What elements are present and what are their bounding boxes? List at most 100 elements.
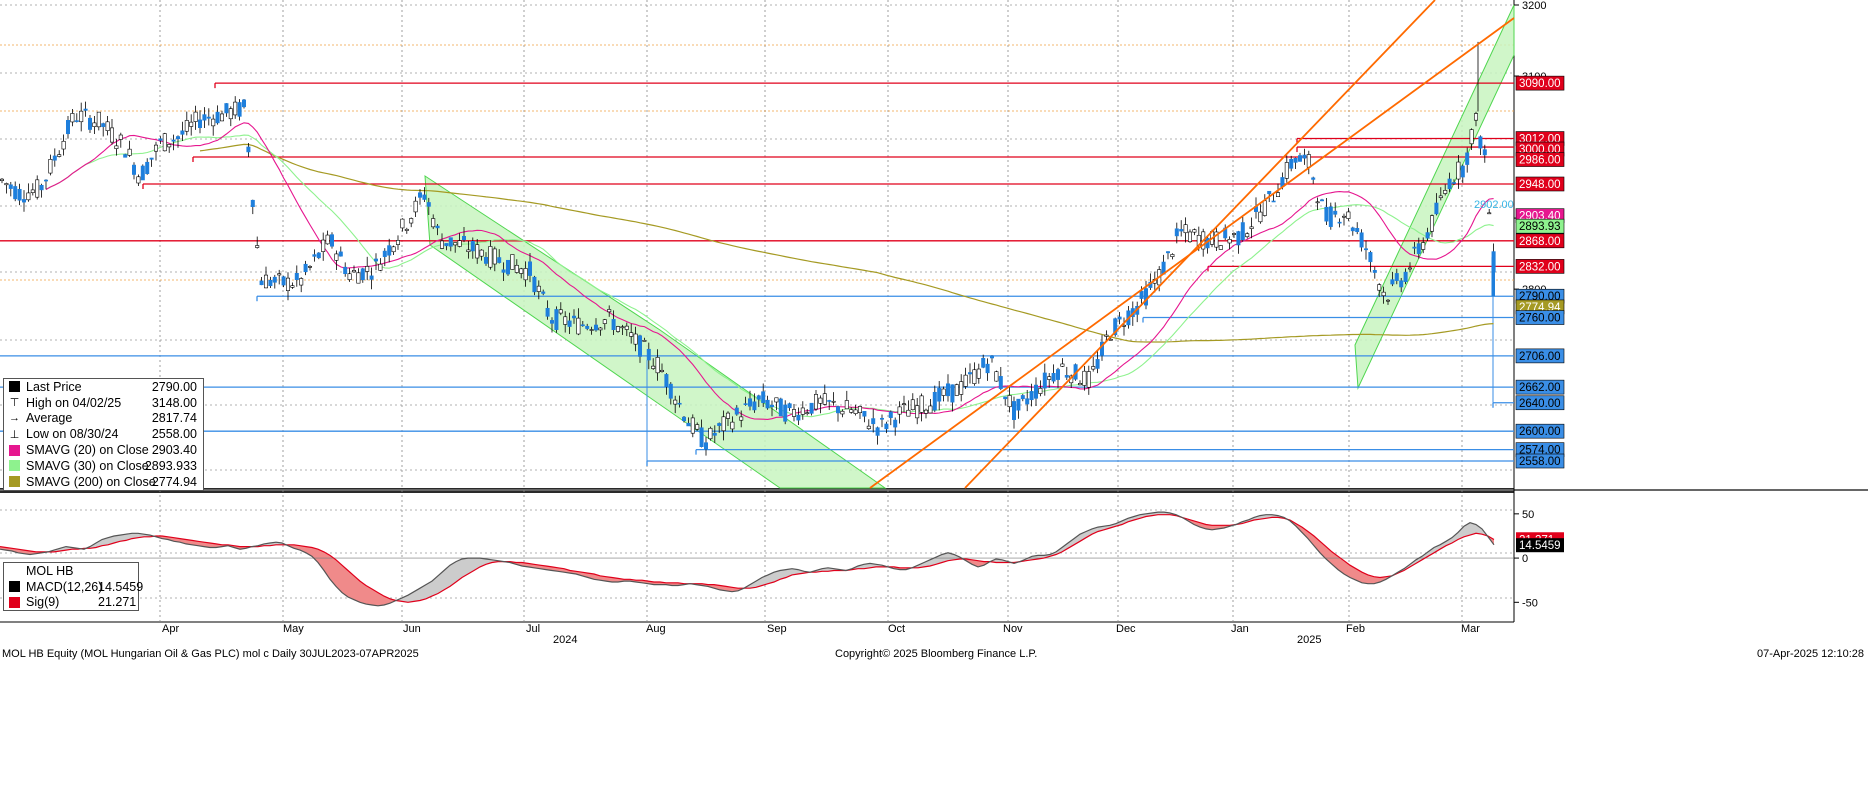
candle-body [1456,161,1461,180]
level-tag-text: 3090.00 [1519,78,1561,90]
candle-body [21,199,26,203]
candle-body [1034,384,1039,399]
candle-body [589,329,594,331]
candle-body [809,402,814,414]
legend-label: MACD(12,26) [26,579,103,594]
macd-fill [972,559,978,567]
candle-body [954,384,959,396]
candle-body [1425,232,1430,239]
candle-body [61,140,66,150]
candle-body [871,418,876,425]
candle-body [1258,211,1263,223]
panel-divider-line [0,489,1868,491]
candle-body [1007,395,1012,408]
candle-body [0,178,5,181]
legend-item: ⊥ Low on 08/30/24 2558.00 [4,426,203,442]
candle-body [1117,316,1122,320]
candle-body [1412,246,1417,249]
candle-body [123,154,128,158]
candle-body [145,161,150,174]
candle-body [1311,177,1316,180]
signal-line [0,514,1495,603]
candle-body [1302,154,1307,159]
candle-body [884,423,889,430]
candle-body [717,423,722,426]
candle-body [725,412,730,419]
macd-fill [858,564,864,569]
candle-body [1078,383,1083,386]
candle-body [1245,233,1250,238]
x-month-label: Sep [767,623,787,635]
candle-body [1166,251,1171,254]
legend-value: 3148.00 [151,395,197,410]
candle-body [915,405,920,419]
candle-body [937,387,942,402]
candle-body [1403,271,1408,282]
candle-body [1267,190,1272,195]
candle-body [1086,371,1091,388]
legend-swatch: ⊥ [9,428,20,441]
candle-body [1056,369,1061,380]
legend-item: SMAVG (30) on Close 2893.933 [4,458,203,474]
macd-fill [1434,544,1440,553]
candle-body [659,369,664,372]
candle-body [1359,232,1364,248]
macd-fill [108,536,114,545]
candle-body [1144,288,1149,306]
legend-value: 2903.40 [151,443,197,458]
level-value-tag: 2640.00 [1515,395,1565,411]
candle-body [378,263,383,271]
candle-body [536,285,541,292]
macd-tick-label: -50 [1522,597,1538,609]
candle-body [444,243,449,247]
level-tag-text: 2706.00 [1519,351,1561,363]
candle-body [101,123,106,127]
candle-body [263,274,268,289]
macd-fill [1440,541,1446,550]
macd-fill [294,544,300,551]
candle-body [501,269,506,273]
level-tag-text: 2558.00 [1519,456,1561,468]
candle-body [325,234,330,245]
candle-body [92,122,97,127]
candle-body [426,202,431,207]
candle-body [1188,231,1193,243]
horizontal-levels [0,82,1514,467]
trend-line [964,0,1436,489]
candle-body [998,376,1003,389]
legend-value: 2790.00 [151,379,197,394]
legend-swatch [9,581,20,593]
candle-body [1025,398,1030,405]
candle-body [329,234,334,247]
candle-body [224,103,229,114]
candle-body [1271,200,1276,203]
macd-tag-text: 14.5459 [1519,540,1561,552]
candle-body [593,324,598,331]
macd-fill [1350,565,1356,581]
candle-body [1328,206,1333,227]
candle-body [505,259,510,275]
candle-body [800,407,805,415]
candle-body [57,154,62,157]
candle-body [35,179,40,198]
candle-body [941,388,946,396]
macd-fill [132,533,138,539]
candle-body [1029,391,1034,401]
candle-body [1416,243,1421,254]
candle-body [673,399,678,405]
legend-item: SMAVG (20) on Close 2903.40 [4,442,203,458]
candle-body [1174,228,1179,237]
macd-fill [342,565,348,597]
year-label: 2025 [1297,634,1321,646]
candle-body [360,268,365,281]
candle-body [739,416,744,421]
candle-body [373,258,378,262]
candle-body [1091,366,1096,370]
legend-label: SMAVG (30) on Close [26,458,149,473]
candle-body [928,405,933,414]
candle-body [752,401,757,411]
candle-body [83,108,88,111]
candle-body [312,254,317,257]
candle-body [1377,284,1382,291]
level-tag-box [1515,395,1565,411]
